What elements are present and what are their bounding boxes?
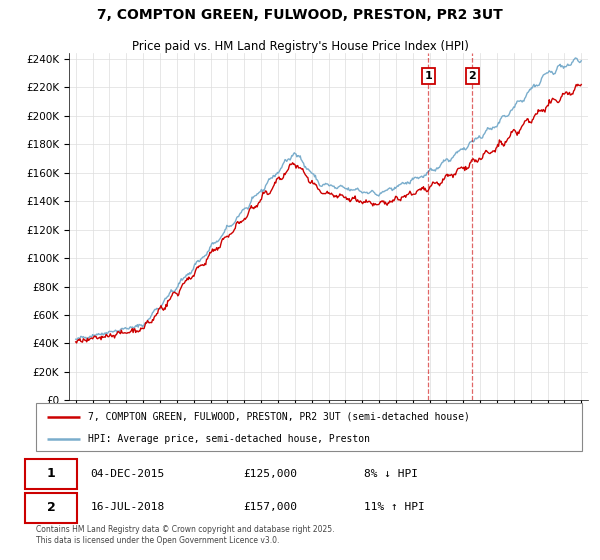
Text: Contains HM Land Registry data © Crown copyright and database right 2025.
This d: Contains HM Land Registry data © Crown c… <box>36 525 335 545</box>
Text: 2: 2 <box>469 71 476 81</box>
Text: 1: 1 <box>47 467 55 480</box>
Text: 7, COMPTON GREEN, FULWOOD, PRESTON, PR2 3UT: 7, COMPTON GREEN, FULWOOD, PRESTON, PR2 … <box>97 8 503 22</box>
Text: 8% ↓ HPI: 8% ↓ HPI <box>364 469 418 479</box>
Text: 1: 1 <box>424 71 432 81</box>
Text: 2: 2 <box>47 501 55 514</box>
Text: 04-DEC-2015: 04-DEC-2015 <box>91 469 165 479</box>
Text: 16-JUL-2018: 16-JUL-2018 <box>91 502 165 512</box>
Text: 11% ↑ HPI: 11% ↑ HPI <box>364 502 424 512</box>
Text: £157,000: £157,000 <box>244 502 298 512</box>
FancyBboxPatch shape <box>25 459 77 489</box>
Text: HPI: Average price, semi-detached house, Preston: HPI: Average price, semi-detached house,… <box>88 434 370 444</box>
Text: 7, COMPTON GREEN, FULWOOD, PRESTON, PR2 3UT (semi-detached house): 7, COMPTON GREEN, FULWOOD, PRESTON, PR2 … <box>88 412 470 422</box>
FancyBboxPatch shape <box>36 403 582 451</box>
FancyBboxPatch shape <box>25 493 77 522</box>
Text: Price paid vs. HM Land Registry's House Price Index (HPI): Price paid vs. HM Land Registry's House … <box>131 40 469 53</box>
Text: £125,000: £125,000 <box>244 469 298 479</box>
